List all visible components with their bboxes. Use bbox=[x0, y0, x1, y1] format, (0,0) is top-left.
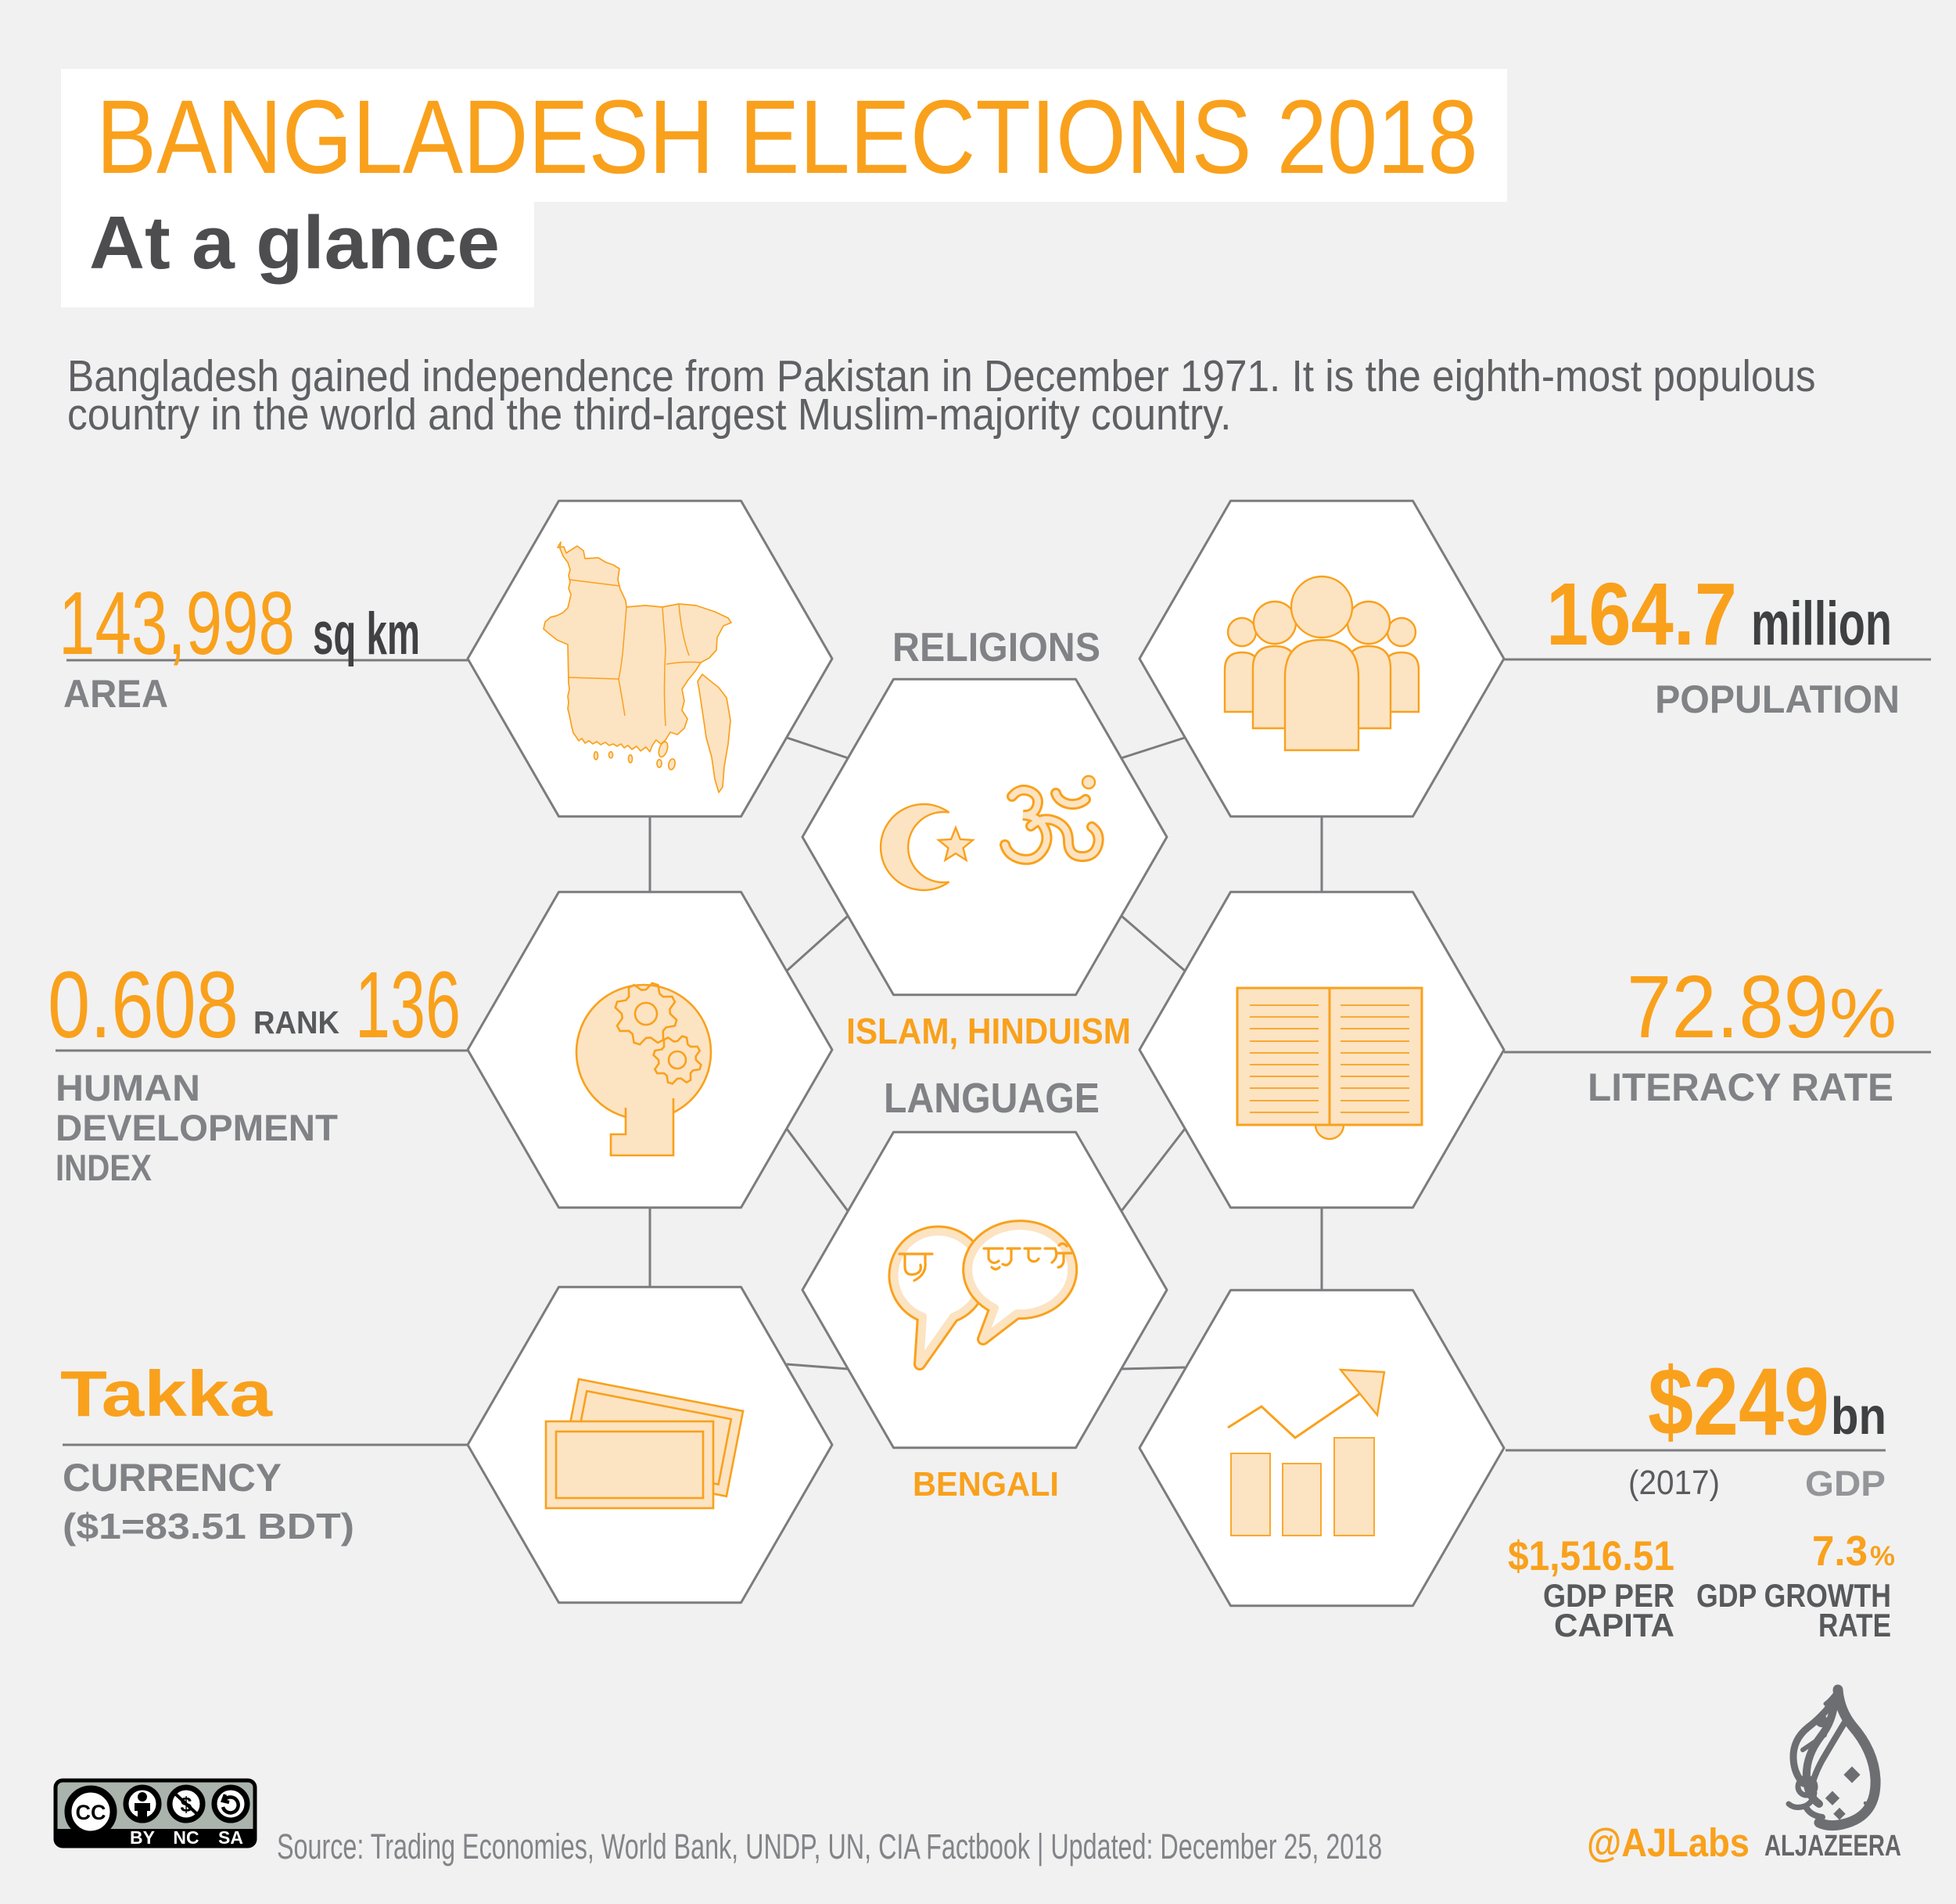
svg-text:DEVELOPMENT: DEVELOPMENT bbox=[56, 1108, 338, 1149]
svg-text:SA: SA bbox=[218, 1827, 243, 1848]
svg-text:AREA: AREA bbox=[63, 673, 168, 716]
svg-text:BY: BY bbox=[130, 1827, 155, 1848]
svg-text:143,998: 143,998 bbox=[59, 574, 295, 674]
svg-text:LANGUAGE: LANGUAGE bbox=[884, 1074, 1100, 1121]
svg-text:7.3: 7.3 bbox=[1812, 1528, 1868, 1575]
svg-text:Source: Trading Economies, Wor: Source: Trading Economies, World Bank, U… bbox=[277, 1828, 1382, 1866]
svg-text:CC: CC bbox=[76, 1801, 106, 1824]
svg-text:GDP: GDP bbox=[1805, 1464, 1886, 1503]
svg-text:%: % bbox=[1870, 1540, 1895, 1571]
svg-text:$249: $249 bbox=[1648, 1349, 1829, 1456]
svg-text:BANGLADESH ELECTIONS 2018: BANGLADESH ELECTIONS 2018 bbox=[96, 78, 1478, 196]
svg-text:0.608: 0.608 bbox=[48, 953, 239, 1058]
svg-text:CURRENCY: CURRENCY bbox=[63, 1456, 282, 1500]
svg-text:At a glance: At a glance bbox=[89, 200, 500, 285]
svg-text:LITERACY RATE: LITERACY RATE bbox=[1588, 1065, 1893, 1109]
svg-text:72.89: 72.89 bbox=[1627, 957, 1829, 1056]
svg-text:Bangladesh gained independence: Bangladesh gained independence from Paki… bbox=[67, 352, 1816, 401]
svg-text:HUMAN: HUMAN bbox=[56, 1068, 200, 1108]
svg-text:(2017): (2017) bbox=[1628, 1463, 1720, 1501]
svg-text:136: 136 bbox=[355, 952, 461, 1058]
svg-text:RANK: RANK bbox=[253, 1005, 339, 1041]
svg-text:ISLAM, HINDUISM: ISLAM, HINDUISM bbox=[846, 1011, 1131, 1051]
svg-text:164.7: 164.7 bbox=[1546, 565, 1737, 663]
svg-text:GDP PER: GDP PER bbox=[1543, 1578, 1674, 1614]
svg-text:RELIGIONS: RELIGIONS bbox=[892, 624, 1100, 670]
svg-text:RATE: RATE bbox=[1818, 1608, 1891, 1644]
svg-text:($1=83.51 BDT): ($1=83.51 BDT) bbox=[63, 1507, 354, 1547]
svg-text:Takka: Takka bbox=[60, 1358, 274, 1430]
svg-text:million: million bbox=[1751, 590, 1892, 659]
svg-text:$1,516.51: $1,516.51 bbox=[1508, 1532, 1674, 1579]
svg-text:BENGALI: BENGALI bbox=[913, 1465, 1059, 1503]
svg-text:POPULATION: POPULATION bbox=[1655, 678, 1900, 721]
svg-text:country in the world and the t: country in the world and the third-large… bbox=[67, 390, 1231, 440]
svg-text:GDP GROWTH: GDP GROWTH bbox=[1696, 1578, 1891, 1614]
svg-text:@AJLabs: @AJLabs bbox=[1587, 1821, 1750, 1866]
svg-text:INDEX: INDEX bbox=[56, 1148, 152, 1189]
svg-text:%: % bbox=[1829, 975, 1897, 1053]
svg-text:bn: bn bbox=[1831, 1387, 1886, 1446]
svg-text:CAPITA: CAPITA bbox=[1554, 1607, 1674, 1644]
svg-text:NC: NC bbox=[173, 1827, 199, 1848]
svg-text:ALJAZEERA: ALJAZEERA bbox=[1764, 1829, 1901, 1863]
svg-text:sq km: sq km bbox=[313, 602, 420, 667]
